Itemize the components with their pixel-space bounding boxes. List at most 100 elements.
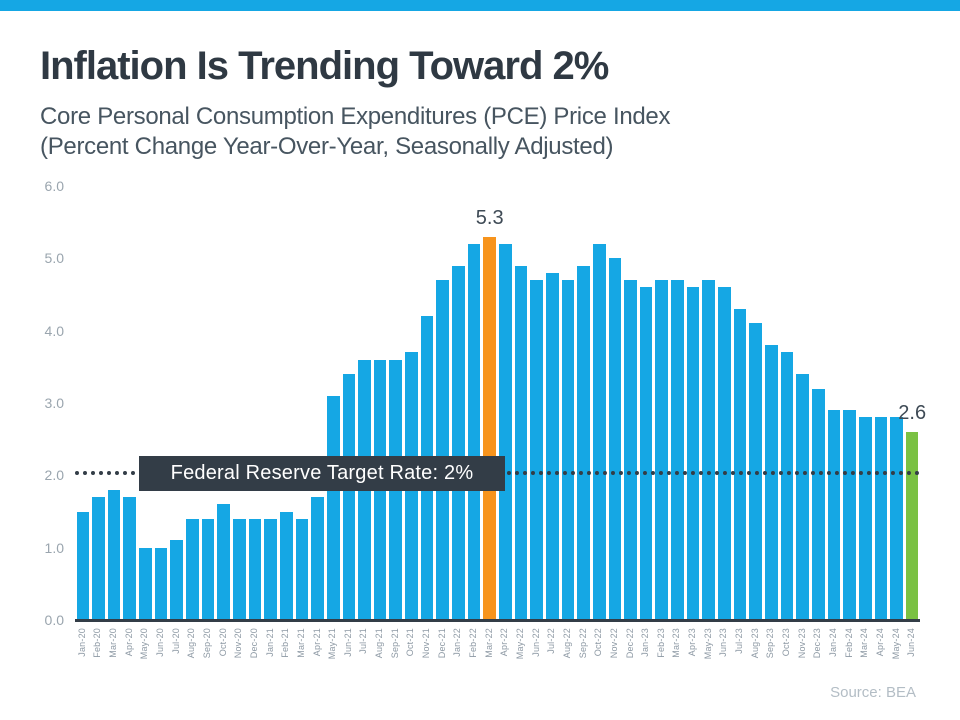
chart-subtitle-line2: (Percent Change Year-Over-Year, Seasonal… xyxy=(40,133,614,160)
x-axis-tick-label: Sep-20 xyxy=(202,628,212,659)
bar-Sep-22 xyxy=(577,265,590,620)
bar-Nov-22 xyxy=(608,258,622,620)
bar-Jan-22 xyxy=(452,265,465,620)
x-axis-tick-label: Sep-21 xyxy=(389,628,400,659)
bar-Mar-20 xyxy=(107,489,121,620)
bar-Feb-20 xyxy=(92,497,105,620)
page-title: Inflation Is Trending Toward 2% xyxy=(40,44,609,88)
x-axis-tick-label: Oct-21 xyxy=(405,628,416,657)
x-axis-tick-label: Dec-22 xyxy=(624,628,635,659)
bar-Feb-24 xyxy=(843,410,856,620)
x-axis-tick-label: Nov-22 xyxy=(608,628,619,659)
bar-Apr-24 xyxy=(874,417,888,620)
x-axis-tick-label: Jul-23 xyxy=(734,628,745,654)
x-axis-tick-label: Sep-22 xyxy=(577,628,588,659)
x-axis-tick-label: Aug-21 xyxy=(374,628,385,659)
y-axis-tick-label: 0.0 xyxy=(44,612,64,628)
x-axis-tick-label: Oct-22 xyxy=(593,628,604,657)
x-axis-tick-label: Feb-22 xyxy=(468,628,479,658)
y-axis-tick-label: 2.0 xyxy=(44,467,64,484)
x-axis-tick-label: Nov-23 xyxy=(796,628,807,659)
x-axis-tick-label: Mar-21 xyxy=(295,628,306,658)
bar-value-label: 5.3 xyxy=(475,206,504,229)
bar-Jul-23 xyxy=(733,308,747,620)
bar-Sep-23 xyxy=(765,345,778,620)
y-axis-tick-label: 4.0 xyxy=(44,322,64,339)
x-axis-tick-label: Sep-23 xyxy=(765,628,776,659)
x-axis-tick-label: Dec-20 xyxy=(248,628,259,659)
x-axis-tick-label: Apr-21 xyxy=(311,628,322,657)
x-axis-tick-label: Jun-24 xyxy=(906,628,917,657)
bar-Feb-23 xyxy=(655,280,669,620)
x-axis-tick-label: Aug-23 xyxy=(749,628,760,659)
bar-value-label: 2.6 xyxy=(898,401,927,424)
x-axis-tick-label: May-20 xyxy=(139,628,150,660)
x-axis-tick-label: Dec-21 xyxy=(436,628,447,659)
x-axis-tick-label: May-24 xyxy=(890,628,901,660)
bar-Jun-23 xyxy=(718,287,731,620)
chart-subtitle-line1: Core Personal Consumption Expenditures (… xyxy=(40,103,671,130)
target-rate-callout: Federal Reserve Target Rate: 2% xyxy=(139,456,505,491)
x-axis-tick-label: Feb-24 xyxy=(843,628,854,658)
y-axis-tick-label: 1.0 xyxy=(44,539,64,556)
bar-Oct-23 xyxy=(780,352,794,620)
bar-Mar-24 xyxy=(858,417,872,620)
bar-Jun-22 xyxy=(530,280,543,620)
x-axis-tick-label: Jan-22 xyxy=(452,628,463,657)
bar-Jan-21 xyxy=(264,518,277,620)
x-axis-tick-label: Jan-24 xyxy=(827,628,838,657)
x-axis-tick-label: Jun-20 xyxy=(155,628,166,657)
y-axis-tick-label: 3.0 xyxy=(44,395,64,411)
bar-May-22 xyxy=(514,265,528,620)
x-axis-tick-label: Jul-20 xyxy=(170,628,181,654)
x-axis-tick-label: Jul-22 xyxy=(546,628,557,654)
bar-Nov-23 xyxy=(796,374,809,620)
bar-May-20 xyxy=(139,547,152,620)
bar-May-24 xyxy=(890,417,903,620)
bar-Jun-24 xyxy=(905,431,919,620)
x-axis-tick-label: Mar-24 xyxy=(859,628,870,658)
x-axis-tick-label: Jun-21 xyxy=(342,628,353,657)
bar-Mar-21 xyxy=(295,518,309,620)
bar-Dec-20 xyxy=(248,518,262,620)
bar-Jul-22 xyxy=(545,272,559,620)
bar-Oct-20 xyxy=(217,504,230,620)
x-axis-tick-label: Jun-23 xyxy=(718,628,729,657)
y-axis-tick-label: 5.0 xyxy=(44,250,64,267)
x-axis-line xyxy=(75,619,920,622)
bar-Aug-20 xyxy=(186,518,199,620)
bar-Feb-21 xyxy=(279,511,293,620)
x-axis-tick-label: Feb-23 xyxy=(655,628,666,658)
bar-Jun-21 xyxy=(342,374,356,620)
bar-Apr-21 xyxy=(311,497,324,620)
x-axis-tick-label: Jan-20 xyxy=(76,628,87,657)
bar-Dec-23 xyxy=(811,388,825,620)
x-axis-tick-label: Oct-20 xyxy=(217,628,228,657)
bar-Jan-24 xyxy=(827,410,841,620)
x-axis-tick-label: Apr-22 xyxy=(499,628,510,657)
x-axis-tick-label: Feb-21 xyxy=(280,628,291,658)
bar-Dec-21 xyxy=(436,280,450,620)
x-axis-tick-label: Nov-20 xyxy=(233,628,244,659)
bar-Jul-20 xyxy=(170,540,184,620)
x-axis-tick-label: May-21 xyxy=(327,628,338,660)
bar-Aug-22 xyxy=(561,280,575,620)
bar-Mar-22 xyxy=(483,236,496,620)
bar-Jan-20 xyxy=(76,511,90,620)
x-axis-tick-label: May-23 xyxy=(702,628,713,660)
bar-Dec-22 xyxy=(624,280,637,620)
x-axis-tick-label: Aug-20 xyxy=(186,628,197,659)
top-accent-banner xyxy=(0,0,960,11)
x-axis-tick-label: Dec-23 xyxy=(812,628,823,659)
source-credit: Source: BEA xyxy=(830,684,916,701)
x-axis-tick-label: Jan-23 xyxy=(640,628,651,657)
x-axis-tick-label: May-22 xyxy=(514,628,525,660)
bar-Jun-20 xyxy=(154,547,168,620)
x-axis-tick-label: Mar-22 xyxy=(483,628,494,658)
x-axis-tick-label: Jun-22 xyxy=(530,628,541,657)
x-axis-tick-label: Aug-22 xyxy=(561,628,572,659)
bar-Apr-23 xyxy=(686,287,700,620)
bar-Jan-23 xyxy=(639,287,653,620)
x-axis-tick-label: Mar-20 xyxy=(108,628,119,658)
